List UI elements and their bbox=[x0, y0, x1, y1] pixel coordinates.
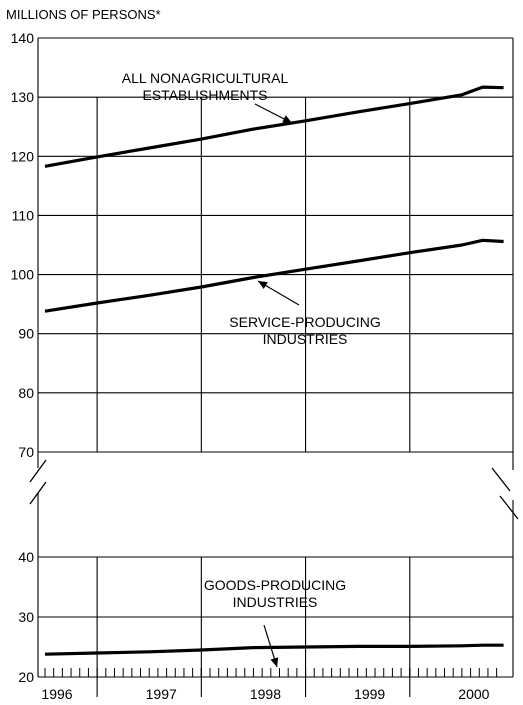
x-tick-1997: 1997 bbox=[146, 686, 177, 702]
series-label-service-producing-industries-0: SERVICE-PRODUCING bbox=[229, 314, 380, 330]
series-label-all-nonagricultural-establishments-1: ESTABLISHMENTS bbox=[143, 87, 268, 103]
series-line-all-nonagricultural-establishments bbox=[44, 85, 504, 168]
break-mark-left-2 bbox=[29, 481, 47, 505]
y-tick-70: 70 bbox=[18, 444, 34, 460]
leader-arrowhead-goods-producing-industries bbox=[270, 657, 279, 667]
y-tick-40: 40 bbox=[18, 549, 34, 565]
x-tick-labels: 1996 1997 1998 1999 2000 bbox=[41, 686, 489, 702]
series-label-all-nonagricultural-establishments-0: ALL NONAGRICULTURAL bbox=[122, 70, 289, 86]
y-tick-80: 80 bbox=[18, 385, 34, 401]
x-tick-2000: 2000 bbox=[458, 686, 489, 702]
x-tick-1996: 1996 bbox=[41, 686, 72, 702]
y-tick-90: 90 bbox=[18, 326, 34, 342]
leader-arrowhead-all-nonagricultural-establishments bbox=[282, 115, 292, 123]
break-mark-left-1 bbox=[29, 459, 47, 483]
break-mark-right-2 bbox=[499, 495, 519, 520]
y-axis-title: MILLIONS OF PERSONS* bbox=[6, 7, 161, 22]
y-tick-100: 100 bbox=[11, 267, 35, 283]
y-tick-labels: 70 80 90 100 110 120 130 140 20 30 40 bbox=[11, 30, 35, 685]
y-tick-130: 130 bbox=[11, 89, 35, 105]
series-line-service-producing-industries bbox=[44, 238, 504, 313]
y-tick-20: 20 bbox=[18, 669, 34, 685]
break-mark-right-1 bbox=[491, 467, 511, 492]
y-tick-140: 140 bbox=[11, 30, 35, 46]
leader-arrowhead-service-producing-industries bbox=[258, 281, 268, 289]
x-tick-1999: 1999 bbox=[354, 686, 385, 702]
y-tick-30: 30 bbox=[18, 609, 34, 625]
series-label-goods-producing-industries-0: GOODS-PRODUCING bbox=[204, 577, 346, 593]
y-tick-110: 110 bbox=[12, 207, 35, 223]
series-label-goods-producing-industries-1: INDUSTRIES bbox=[233, 594, 318, 610]
series-lines bbox=[44, 85, 504, 656]
y-tick-120: 120 bbox=[11, 148, 35, 164]
series-label-service-producing-industries-1: INDUSTRIES bbox=[263, 331, 348, 347]
axes bbox=[29, 38, 519, 697]
x-tick-1998: 1998 bbox=[250, 686, 281, 702]
series-line-goods-producing-industries bbox=[44, 643, 504, 656]
